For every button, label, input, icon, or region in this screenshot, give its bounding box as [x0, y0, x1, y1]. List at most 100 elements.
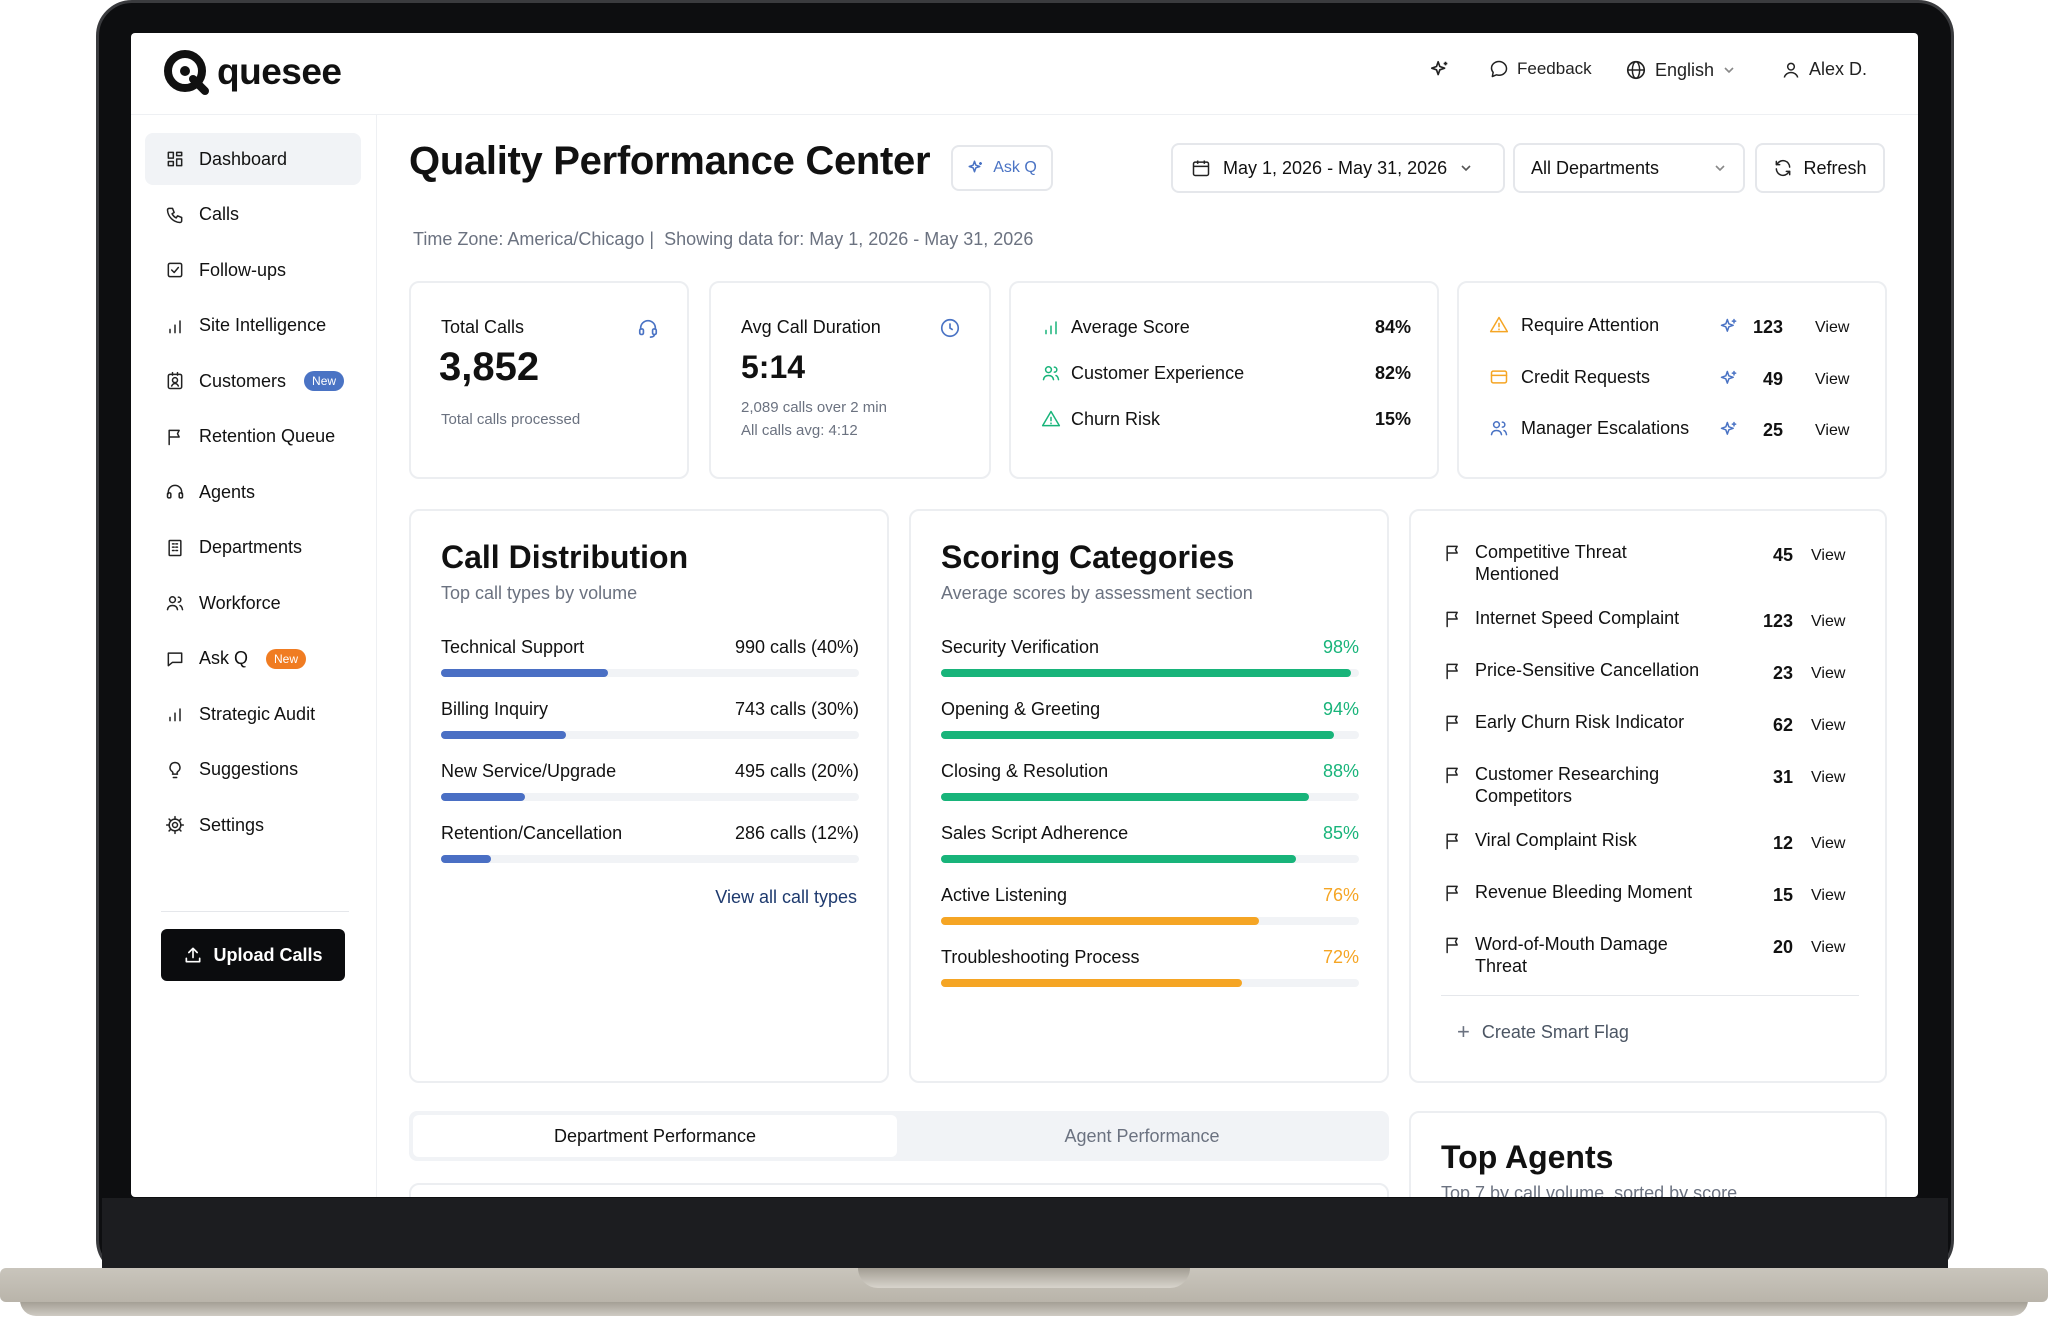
brand-name: quesee: [217, 51, 342, 92]
sidebar-item-workforce[interactable]: Workforce: [145, 577, 361, 629]
date-range-label: May 1, 2026 - May 31, 2026: [1223, 157, 1448, 178]
scoring-category-bar-track: [941, 731, 1359, 739]
refresh-button[interactable]: Refresh: [1755, 143, 1885, 193]
date-range-picker[interactable]: May 1, 2026 - May 31, 2026: [1171, 143, 1505, 193]
department-select[interactable]: All Departments: [1513, 143, 1745, 193]
sidebar-item-dashboard[interactable]: Dashboard: [145, 133, 361, 185]
call-type-value: 743 calls (30%): [734, 699, 859, 719]
feedback-button[interactable]: Feedback: [1489, 59, 1592, 79]
view-link[interactable]: View: [1811, 887, 1846, 904]
page-title: Quality Performance Center: [409, 139, 931, 183]
sidebar-item-label: Strategic Audit: [199, 703, 316, 724]
avg-duration-value: 5:14: [741, 349, 806, 385]
scoring-categories-card: Scoring Categories Average scores by ass…: [909, 509, 1389, 1083]
view-link[interactable]: View: [1815, 319, 1850, 336]
sidebar-item-label: Agents: [199, 481, 256, 502]
sidebar-item-settings[interactable]: Settings: [145, 799, 361, 851]
attention-row[interactable]: Require Attention 123 View: [1489, 315, 1869, 341]
ask-q-button[interactable]: Ask Q: [951, 145, 1053, 191]
smart-flag-row[interactable]: Competitive Threat Mentioned 45 View: [1443, 541, 1863, 585]
view-link[interactable]: View: [1815, 370, 1850, 388]
smart-flag-row[interactable]: Viral Complaint Risk 12 View: [1443, 829, 1863, 873]
attention-row[interactable]: Manager Escalations 25 View: [1489, 418, 1869, 444]
call-type-row[interactable]: Retention/Cancellation 286 calls (12%): [441, 823, 859, 873]
sidebar-item-label: Workforce: [199, 592, 281, 613]
new-badge: New: [266, 648, 307, 669]
view-link[interactable]: View: [1811, 939, 1846, 956]
calendar-icon: [1192, 160, 1210, 177]
view-link[interactable]: View: [1811, 547, 1846, 564]
view-link[interactable]: View: [1811, 613, 1846, 630]
upload-calls-button[interactable]: Upload Calls: [161, 929, 345, 981]
score-value: 82%: [1374, 363, 1411, 383]
smart-flag-row[interactable]: Customer Researching Competitors 31 View: [1443, 763, 1863, 807]
sidebar-item-calls[interactable]: Calls: [145, 189, 361, 241]
smart-flag-row[interactable]: Word-of-Mouth Damage Threat 20 View: [1443, 933, 1863, 977]
flag-icon: [1446, 767, 1458, 784]
alert-triangle-icon: [1489, 316, 1509, 333]
sidebar-item-customers[interactable]: Customers New: [145, 355, 361, 407]
create-smart-flag-button[interactable]: + Create Smart Flag: [1457, 1019, 1629, 1045]
language-select[interactable]: English: [1625, 59, 1736, 81]
tab-department-performance[interactable]: Department Performance: [413, 1115, 897, 1157]
sidebar-item-label: Departments: [199, 537, 303, 557]
sidebar-item-retention-queue[interactable]: Retention Queue: [145, 411, 361, 463]
view-link[interactable]: View: [1811, 835, 1846, 852]
call-type-row[interactable]: Technical Support 990 calls (40%): [441, 637, 859, 687]
top-agents-card: Top Agents Top 7 by call volume, sorted …: [1409, 1111, 1887, 1197]
scoring-category-row: Sales Script Adherence 85%: [941, 823, 1359, 873]
smart-flag-count: 31: [1772, 767, 1793, 787]
attention-label: Manager Escalations: [1521, 418, 1690, 438]
gear-icon: [165, 815, 185, 835]
scoring-category-label: Opening & Greeting: [941, 699, 1101, 719]
sidebar-item-agents[interactable]: Agents: [145, 466, 361, 518]
brand-logo[interactable]: quesee: [163, 49, 342, 95]
sidebar-item-site-intelligence[interactable]: Site Intelligence: [145, 300, 361, 352]
avg-duration-card: Avg Call Duration 5:14 2,089 calls over …: [709, 281, 991, 479]
call-type-row[interactable]: Billing Inquiry 743 calls (30%): [441, 699, 859, 749]
laptop-notch: [858, 1268, 1190, 1288]
view-all-call-types-link[interactable]: View all call types: [715, 887, 857, 907]
tab-agent-performance[interactable]: Agent Performance: [1064, 1125, 1220, 1146]
call-type-row[interactable]: New Service/Upgrade 495 calls (20%): [441, 761, 859, 811]
sparkle-button[interactable]: [1429, 59, 1451, 81]
sidebar-item-strategic-audit[interactable]: Strategic Audit: [145, 688, 361, 740]
call-type-bar-track: [441, 855, 859, 863]
score-label: Churn Risk: [1071, 409, 1161, 429]
bar-chart-icon: [169, 319, 181, 333]
sidebar-item-departments[interactable]: Departments: [145, 522, 361, 574]
sidebar-item-follow-ups[interactable]: Follow-ups: [145, 244, 361, 296]
globe-icon: [1626, 60, 1646, 80]
call-distribution-title: Call Distribution: [441, 539, 689, 575]
chat-icon: [1490, 60, 1508, 78]
smart-flag-row[interactable]: Internet Speed Complaint 123 View: [1443, 607, 1863, 651]
view-link[interactable]: View: [1815, 422, 1850, 439]
attention-row[interactable]: Credit Requests 49 View: [1489, 367, 1869, 393]
smart-flag-count: 12: [1772, 833, 1793, 853]
checkbox-icon: [167, 262, 183, 278]
call-type-bar: [441, 731, 567, 739]
view-link[interactable]: View: [1811, 665, 1846, 682]
view-link[interactable]: View: [1811, 769, 1846, 786]
credit-card-icon: [1490, 369, 1508, 384]
user-icon: [1783, 62, 1799, 78]
sidebar-item-ask-q[interactable]: Ask Q New: [145, 633, 361, 685]
call-type-bar-track: [441, 731, 859, 739]
score-value: 84%: [1374, 317, 1411, 337]
sidebar-item-suggestions[interactable]: Suggestions: [145, 744, 361, 796]
top-header: quesee Feedback English Alex D.: [131, 33, 1918, 115]
user-menu[interactable]: Alex D.: [1781, 59, 1867, 80]
smart-flag-row[interactable]: Revenue Bleeding Moment 15 View: [1443, 881, 1863, 925]
view-link[interactable]: View: [1811, 717, 1846, 734]
smart-flag-row[interactable]: Price-Sensitive Cancellation 23 View: [1443, 659, 1863, 703]
scoring-category-bar: [941, 855, 1297, 863]
performance-table-card: [409, 1183, 1389, 1197]
scoring-category-value: 98%: [1322, 637, 1359, 657]
users-icon: [1042, 366, 1060, 381]
call-type-label: New Service/Upgrade: [441, 761, 617, 781]
main-content: Quality Performance Center Ask Q May 1, …: [377, 115, 1918, 1197]
scoring-category-bar-track: [941, 793, 1359, 801]
smart-flag-count: 62: [1772, 715, 1793, 735]
call-type-label: Billing Inquiry: [441, 699, 549, 719]
smart-flag-row[interactable]: Early Churn Risk Indicator 62 View: [1443, 711, 1863, 755]
